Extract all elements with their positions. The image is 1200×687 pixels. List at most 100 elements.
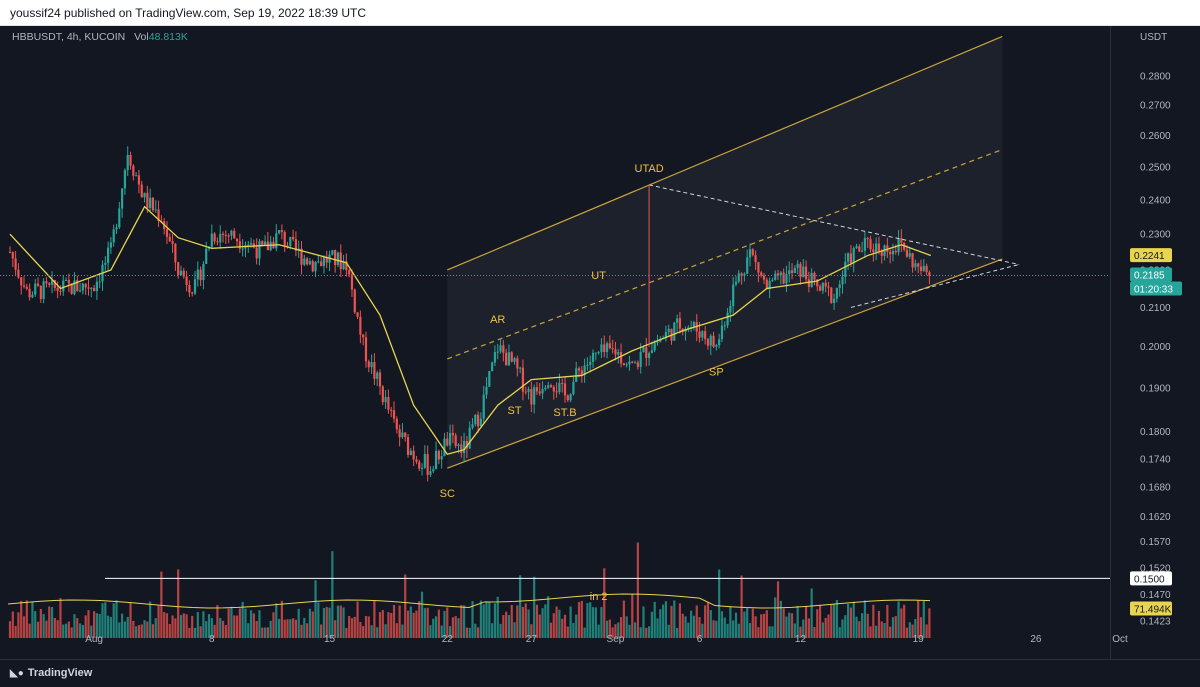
volume-bar bbox=[897, 601, 900, 638]
candle-body bbox=[381, 386, 384, 403]
candle-body bbox=[392, 410, 396, 419]
candle-body bbox=[807, 279, 810, 287]
candle-body bbox=[471, 424, 474, 428]
volume-bar bbox=[367, 616, 370, 638]
candle-body bbox=[905, 249, 909, 257]
volume-bar bbox=[799, 626, 802, 638]
annotation-label: UTAD bbox=[635, 163, 664, 175]
candle-body bbox=[818, 286, 822, 291]
volume-bar bbox=[482, 604, 485, 638]
candle-body bbox=[622, 363, 625, 366]
candle-body bbox=[877, 243, 881, 251]
candle-body bbox=[566, 395, 569, 401]
channel-upper-line bbox=[447, 35, 1003, 271]
volume-bar bbox=[443, 610, 446, 638]
candle-body bbox=[549, 385, 553, 387]
volume-bar bbox=[11, 611, 14, 638]
candle-body bbox=[704, 331, 707, 340]
candle-body bbox=[569, 394, 572, 401]
volume-bar bbox=[64, 623, 68, 638]
candle-body bbox=[597, 352, 600, 354]
candle-body bbox=[712, 335, 715, 347]
volume-bar bbox=[263, 627, 267, 638]
candle-body bbox=[98, 281, 101, 283]
candle-body bbox=[446, 438, 449, 446]
candle-body bbox=[230, 230, 233, 236]
volume-bar bbox=[720, 611, 724, 638]
candle-body bbox=[782, 272, 785, 284]
volume-bar bbox=[311, 611, 314, 638]
volume-bar bbox=[583, 627, 586, 638]
volume-bar bbox=[364, 615, 368, 638]
candle-body bbox=[928, 272, 931, 276]
x-tick-label: Aug bbox=[85, 634, 103, 645]
volume-bar bbox=[925, 624, 928, 638]
candle-body bbox=[303, 258, 306, 265]
y-tick-label: 0.2300 bbox=[1140, 230, 1171, 241]
volume-bar bbox=[586, 603, 589, 638]
x-tick-label: 12 bbox=[795, 634, 807, 645]
candle-body bbox=[378, 372, 382, 387]
y-tick-label: 0.1470 bbox=[1140, 590, 1171, 601]
candle-body bbox=[477, 414, 480, 427]
candle-body bbox=[521, 367, 525, 392]
candle-body bbox=[401, 432, 404, 438]
volume-bar bbox=[479, 600, 483, 638]
candle-body bbox=[31, 294, 34, 298]
candle-body bbox=[802, 266, 805, 278]
volume-bar bbox=[824, 617, 827, 638]
candle-body bbox=[575, 368, 578, 382]
candle-body bbox=[107, 247, 110, 263]
volume-bar bbox=[420, 591, 424, 638]
volume-bar bbox=[872, 604, 875, 638]
chart-area[interactable] bbox=[0, 26, 1200, 659]
volume-bar bbox=[193, 627, 197, 638]
candle-body bbox=[412, 450, 415, 460]
volume-bar bbox=[163, 612, 166, 638]
candle-body bbox=[370, 362, 373, 368]
volume-bar bbox=[726, 623, 729, 638]
candle-body bbox=[179, 270, 183, 276]
price-axis-badge bbox=[1130, 281, 1182, 296]
volume-bar bbox=[813, 627, 816, 638]
volume-bar bbox=[743, 611, 746, 638]
candle-body bbox=[858, 246, 861, 252]
candle-body bbox=[900, 238, 903, 243]
price-axis-badge-text: 0.2185 bbox=[1134, 270, 1165, 281]
volume-bar bbox=[45, 620, 48, 638]
volume-bar bbox=[14, 625, 17, 638]
volume-bar bbox=[381, 610, 384, 638]
volume-bar bbox=[866, 613, 869, 638]
candle-body bbox=[336, 252, 340, 266]
triangle-bottom-line bbox=[850, 264, 1020, 308]
volume-bar bbox=[510, 605, 513, 638]
candle-body bbox=[261, 241, 264, 246]
candle-body bbox=[493, 352, 497, 363]
volume-bar bbox=[844, 615, 847, 638]
tradingview-logo[interactable]: ◣● TradingView bbox=[10, 660, 92, 687]
candle-body bbox=[917, 263, 920, 267]
volume-bar bbox=[816, 609, 819, 638]
volume-bar bbox=[465, 627, 468, 638]
candle-body bbox=[835, 287, 838, 299]
volume-bar bbox=[188, 627, 191, 638]
volume-bar bbox=[527, 609, 530, 638]
volume-bar bbox=[505, 611, 508, 638]
volume-bar bbox=[356, 601, 359, 638]
candle-body bbox=[872, 249, 875, 253]
chart-svg[interactable]: AR ST ST.B UT UTAD SP SC in 2 USDT 0.2800 0.2700 0… bbox=[0, 26, 1200, 659]
candle-body bbox=[605, 343, 609, 353]
candle-body bbox=[723, 325, 726, 327]
candle-body bbox=[135, 175, 138, 177]
candle-body bbox=[78, 290, 82, 292]
candle-body bbox=[547, 385, 550, 388]
volume-bar bbox=[320, 624, 323, 638]
volume-bar bbox=[877, 610, 881, 638]
candle-body bbox=[838, 284, 841, 288]
volume-bar bbox=[513, 622, 516, 638]
candle-body bbox=[53, 280, 56, 289]
volume-bar bbox=[129, 602, 132, 638]
candle-body bbox=[443, 438, 446, 457]
volume-bar bbox=[398, 605, 401, 638]
volume-bar bbox=[8, 621, 12, 638]
